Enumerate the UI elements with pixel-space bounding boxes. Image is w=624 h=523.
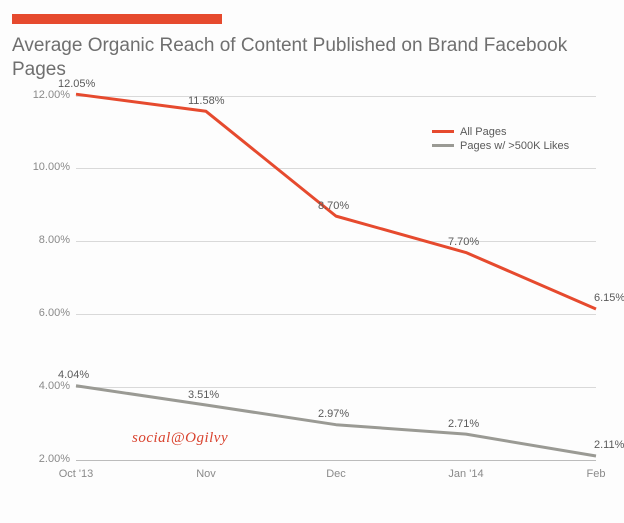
chart-title: Average Organic Reach of Content Publish…	[12, 34, 612, 82]
data-label: 4.04%	[58, 369, 89, 381]
data-label: 2.11%	[594, 439, 624, 451]
watermark: social@Ogilvy	[132, 430, 228, 447]
accent-bar	[12, 14, 222, 24]
chart-card: Average Organic Reach of Content Publish…	[0, 0, 624, 523]
data-label: 12.05%	[58, 78, 95, 90]
legend-label: All Pages	[460, 126, 506, 138]
data-label: 3.51%	[188, 389, 219, 401]
data-label: 8.70%	[318, 200, 349, 212]
data-label: 2.71%	[448, 418, 479, 430]
legend-label: Pages w/ >500K Likes	[460, 140, 569, 152]
data-label: 7.70%	[448, 236, 479, 248]
data-label: 6.15%	[594, 292, 624, 304]
legend-item: Pages w/ >500K Likes	[432, 140, 569, 152]
legend-swatch	[432, 130, 454, 133]
data-label: 2.97%	[318, 408, 349, 420]
legend-swatch	[432, 144, 454, 147]
line-chart: 12.00%10.00%8.00%6.00%4.00%2.00%Oct '13N…	[12, 90, 608, 500]
legend: All Pages Pages w/ >500K Likes	[432, 126, 569, 154]
legend-item: All Pages	[432, 126, 569, 138]
data-label: 11.58%	[188, 95, 225, 107]
